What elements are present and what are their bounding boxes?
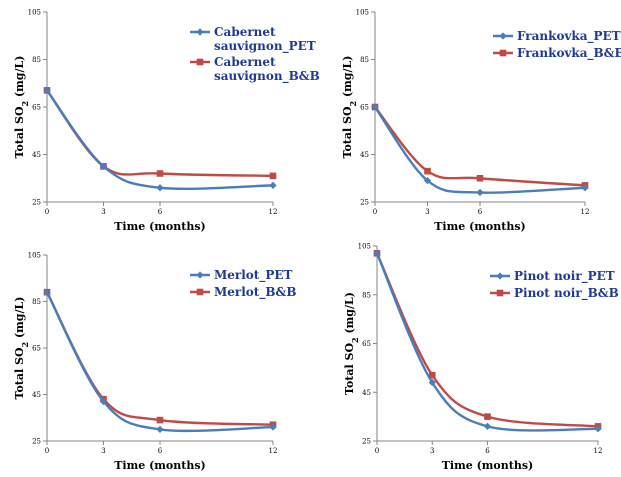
x-tick-label: 6 [158,208,163,216]
y-tick-label: 45 [32,151,41,159]
y-tick-label: 45 [362,389,371,397]
data-point-pet [269,423,277,431]
data-point-bb [156,416,164,424]
legend-label: Merlot_PET [214,268,293,283]
legend-marker-bb [496,289,504,297]
data-point-bb [269,172,277,180]
data-point-pet [156,184,164,192]
x-tick-label: 0 [373,208,377,216]
x-tick-label: 12 [581,208,590,216]
x-tick-label: 6 [478,208,483,216]
y-tick-label: 85 [362,291,371,299]
data-point-pet [43,86,51,94]
y-tick-label: 45 [32,391,41,399]
y-tick-label: 25 [32,199,41,207]
legend-marker-pet [196,271,204,279]
data-point-bb [424,167,431,175]
legend-label: Cabernet sauvignon_PET [214,25,316,54]
x-tick-label: 3 [430,447,434,455]
chart-panel-2: 25 45 65 85 105 0 3 6 12 Time (months) Total SO2 (… [341,9,621,234]
x-tick-label: 3 [101,208,105,216]
legend-marker-pet [196,28,204,36]
y-tick-label: 65 [362,340,371,348]
y-tick-label: 105 [358,243,371,251]
y-tick-label: 105 [356,9,369,17]
y-tick-label: 65 [360,104,369,112]
data-point-pet [43,288,51,296]
x-axis-title: Time (months) [114,459,206,472]
y-tick-label: 85 [360,56,369,64]
data-point-bb [428,371,436,379]
series-line-pet [374,106,586,194]
data-point-pet [428,378,436,387]
x-tick-label: 0 [45,208,49,216]
x-tick-label: 6 [158,447,163,455]
y-tick-label: 25 [362,438,371,446]
data-point-pet [371,103,379,111]
x-axis-title: Time (months) [114,220,206,233]
series-line-pet [46,89,274,190]
x-tick-label: 3 [425,208,429,216]
legend-marker-pet [496,272,504,280]
y-tick-label: 25 [32,438,41,446]
y-tick-label: 105 [28,252,41,260]
chart-panel-1: 25 45 65 85 105 0 3 6 12 Time (months) Total SO2 (… [13,9,320,234]
data-point-pet [483,422,492,430]
series-line-bb [45,291,274,426]
legend-label: Frankovka_PET [517,29,621,44]
x-axis-title: Time (months) [434,220,526,233]
data-point-pet [99,397,108,406]
legend-label: Merlot_B&B [214,285,296,300]
y-tick-label: 25 [360,199,369,207]
x-tick-label: 12 [269,447,278,455]
series-line-pet [45,291,274,433]
x-tick-label: 0 [45,447,49,455]
y-axis-title: Total SO2 (mg/L) [343,292,360,395]
data-point-pet [594,425,602,433]
data-point-bb [476,174,484,182]
data-point-bb [156,170,164,177]
x-tick-label: 6 [485,447,490,455]
y-tick-label: 85 [32,298,41,306]
legend-marker-bb [196,58,204,66]
series-line-bb [374,106,586,187]
series-line-bb [46,89,274,178]
series-line-pet [375,252,599,432]
x-tick-label: 12 [269,208,278,216]
chart-panel-3: 25 45 65 85 105 0 3 6 12 Time (months) Total SO2 (… [13,252,296,473]
legend-marker-bb [499,49,507,57]
y-axis-title: Total SO2 (mg/L) [13,56,30,159]
chart-panel-4: 25 45 65 85 105 0 3 6 12 Time (months) Total SO2 (… [343,243,619,473]
y-tick-label: 105 [28,9,41,17]
y-tick-label: 65 [32,345,41,353]
y-tick-label: 85 [32,56,41,64]
y-tick-label: 65 [32,104,41,112]
legend-marker-pet [499,32,507,40]
data-point-pet [269,181,277,189]
legend-label: Cabernet sauvignon_B&B [214,55,320,84]
legend-label: Pinot noir_B&B [514,286,619,301]
data-point-pet [476,188,484,197]
y-tick-label: 45 [360,151,369,159]
legend-marker-bb [196,288,204,296]
data-point-pet [373,249,381,257]
x-tick-label: 12 [594,447,603,455]
legend-label: Pinot noir_PET [514,269,615,284]
data-point-pet [156,425,164,433]
data-point-pet [581,184,589,192]
x-tick-label: 0 [375,447,379,455]
data-point-bb [484,413,491,420]
data-point-pet [423,177,432,185]
legend-label: Frankovka_B&B [517,46,621,61]
y-axis-title: Total SO2 (mg/L) [341,56,358,159]
x-tick-label: 3 [101,447,105,455]
x-axis-title: Time (months) [442,459,534,472]
data-point-pet [99,162,108,170]
y-axis-title: Total SO2 (mg/L) [13,297,30,400]
